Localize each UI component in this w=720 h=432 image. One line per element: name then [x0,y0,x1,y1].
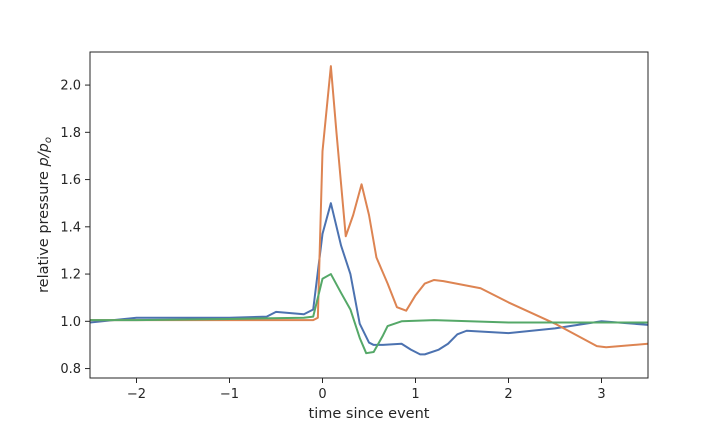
x-tick-label: 1 [411,387,419,402]
y-tick-label: 1.0 [60,315,81,330]
y-axis-title-math: p/p [36,143,52,167]
y-tick-label: 1.6 [60,173,81,188]
y-axis-title-text: relative pressure [36,166,52,293]
y-axis-title: relative pressure p/po [36,137,54,293]
x-tick-label: 2 [504,387,512,402]
x-tick-label: −2 [127,387,146,402]
y-tick-label: 1.4 [60,220,81,235]
series-line-1 [90,202,648,356]
plot-frame [89,51,649,379]
y-axis: 0.8 1.0 1.2 1.4 1.6 1.8 2.0 [60,79,90,377]
y-axis-title-subscript: o [43,137,54,143]
series-layer [90,65,648,356]
x-axis: −2 −1 0 1 2 3 [127,378,606,402]
series-line-3 [90,273,648,355]
x-tick-label: 0 [318,387,326,402]
x-tick-label: −1 [220,387,239,402]
y-tick-label: 0.8 [60,362,81,377]
y-tick-label: 1.2 [60,268,81,283]
x-axis-title: time since event [309,406,430,422]
y-tick-label: 1.8 [60,126,81,141]
y-tick-label: 2.0 [60,79,81,94]
x-tick-label: 3 [597,387,605,402]
series-line-2 [90,65,648,349]
